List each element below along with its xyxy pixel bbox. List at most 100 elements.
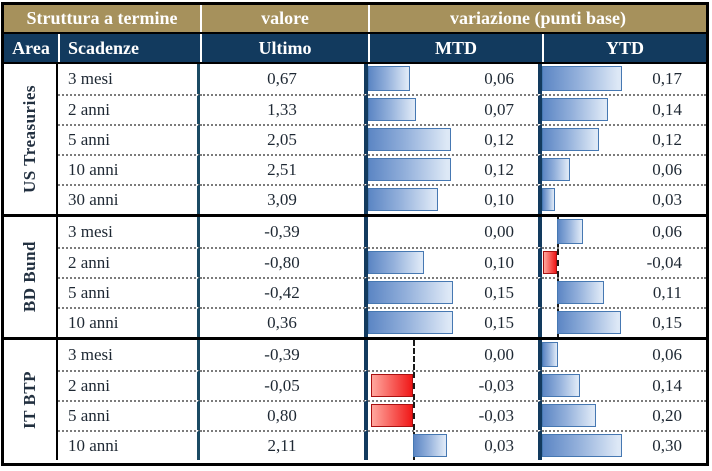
blue-data-bar bbox=[542, 342, 559, 367]
scadenza-cell: 10 anni bbox=[58, 430, 200, 460]
ytd-cell: 0,03 bbox=[542, 184, 706, 214]
mtd-value: 0,03 bbox=[484, 436, 514, 455]
area-label: US Treasuries bbox=[20, 84, 39, 194]
ultimo-cell: -0,39 bbox=[200, 340, 368, 370]
scadenza-cell: 5 anni bbox=[58, 277, 200, 307]
mtd-value: 0,12 bbox=[484, 130, 514, 149]
mtd-cell: 0,06 bbox=[368, 64, 542, 94]
section-bd-bund: BD Bund 3 mesi -0,39 0,00 0,06 2 anni -0… bbox=[4, 214, 706, 337]
blue-data-bar bbox=[542, 128, 600, 151]
term-structure-table: Struttura a termine valore variazione (p… bbox=[1, 2, 709, 466]
ytd-value: 0,11 bbox=[652, 283, 682, 302]
scadenza-cell: 2 anni bbox=[58, 94, 200, 124]
ytd-value: 0,20 bbox=[652, 406, 682, 425]
ytd-value: 0,03 bbox=[652, 190, 682, 209]
header-group-row: Struttura a termine valore variazione (p… bbox=[4, 5, 706, 34]
ultimo-cell: 0,36 bbox=[200, 307, 368, 337]
mtd-cell: 0,00 bbox=[368, 217, 542, 247]
red-data-bar bbox=[371, 374, 414, 397]
ytd-value: 0,06 bbox=[652, 222, 682, 241]
scadenza-cell: 30 anni bbox=[58, 184, 200, 214]
ytd-cell: 0,15 bbox=[542, 307, 706, 337]
ultimo-cell: -0,42 bbox=[200, 277, 368, 307]
ytd-cell: 0,14 bbox=[542, 94, 706, 124]
mtd-value: 0,07 bbox=[484, 100, 514, 119]
blue-data-bar bbox=[368, 66, 410, 91]
blue-data-bar bbox=[542, 374, 580, 397]
mtd-cell: -0,03 bbox=[368, 370, 542, 400]
scadenza-cell: 2 anni bbox=[58, 247, 200, 277]
ultimo-cell: -0,39 bbox=[200, 217, 368, 247]
column-header-mtd: MTD bbox=[368, 34, 542, 62]
mtd-cell: 0,10 bbox=[368, 247, 542, 277]
ultimo-cell: 2,05 bbox=[200, 124, 368, 154]
ytd-cell: 0,11 bbox=[542, 277, 706, 307]
ytd-cell: 0,12 bbox=[542, 124, 706, 154]
mtd-value: 0,06 bbox=[484, 69, 514, 88]
area-label: IT BTP bbox=[20, 371, 39, 429]
ultimo-cell: -0,05 bbox=[200, 370, 368, 400]
header-valore: valore bbox=[200, 5, 368, 32]
blue-data-bar bbox=[542, 98, 608, 121]
ytd-value: -0,04 bbox=[646, 253, 682, 272]
area-label: BD Bund bbox=[20, 241, 39, 313]
mtd-cell: 0,15 bbox=[368, 277, 542, 307]
mtd-value: -0,03 bbox=[478, 406, 514, 425]
blue-data-bar bbox=[368, 128, 452, 151]
scadenza-cell: 5 anni bbox=[58, 124, 200, 154]
mtd-value: 0,10 bbox=[484, 190, 514, 209]
blue-data-bar bbox=[542, 66, 623, 91]
mtd-value: 0,00 bbox=[484, 222, 514, 241]
blue-data-bar bbox=[368, 188, 438, 211]
zero-axis-line bbox=[413, 402, 416, 430]
blue-data-bar bbox=[542, 434, 623, 457]
header-struttura: Struttura a termine bbox=[26, 8, 178, 28]
header-column-row: Area Scadenze Ultimo MTD YTD bbox=[4, 34, 706, 64]
blue-data-bar bbox=[413, 434, 448, 457]
blue-data-bar bbox=[542, 188, 556, 211]
ytd-value: 0,06 bbox=[652, 345, 682, 364]
mtd-value: 0,00 bbox=[484, 345, 514, 364]
column-header-scadenze: Scadenze bbox=[58, 34, 200, 62]
ytd-value: 0,14 bbox=[652, 100, 682, 119]
scadenza-cell: 10 anni bbox=[58, 307, 200, 337]
ytd-value: 0,15 bbox=[652, 313, 682, 332]
ytd-cell: 0,14 bbox=[542, 370, 706, 400]
mtd-value: 0,10 bbox=[484, 253, 514, 272]
mtd-value: 0,12 bbox=[484, 160, 514, 179]
ultimo-cell: -0,80 bbox=[200, 247, 368, 277]
area-cell-it-btp: IT BTP bbox=[4, 340, 58, 460]
blue-data-bar bbox=[368, 158, 452, 181]
mtd-value: 0,15 bbox=[484, 313, 514, 332]
ytd-value: 0,06 bbox=[652, 160, 682, 179]
scadenza-cell: 3 mesi bbox=[58, 217, 200, 247]
zero-axis-line bbox=[556, 249, 559, 277]
blue-data-bar bbox=[556, 281, 605, 304]
scadenza-cell: 5 anni bbox=[58, 400, 200, 430]
mtd-cell: 0,00 bbox=[368, 340, 542, 370]
ultimo-cell: 0,80 bbox=[200, 400, 368, 430]
mtd-value: 0,15 bbox=[484, 283, 514, 302]
ytd-cell: 0,06 bbox=[542, 217, 706, 247]
scadenza-cell: 3 mesi bbox=[58, 64, 200, 94]
red-data-bar bbox=[371, 404, 414, 427]
ytd-value: 0,30 bbox=[652, 436, 682, 455]
mtd-cell: 0,12 bbox=[368, 124, 542, 154]
scadenza-cell: 3 mesi bbox=[58, 340, 200, 370]
column-header-ytd: YTD bbox=[542, 34, 706, 62]
mtd-cell: 0,12 bbox=[368, 154, 542, 184]
area-cell-bd-bund: BD Bund bbox=[4, 217, 58, 337]
zero-axis-line bbox=[413, 340, 416, 370]
ytd-cell: 0,20 bbox=[542, 400, 706, 430]
section-us-treasuries: US Treasuries 3 mesi 0,67 0,06 0,17 2 an… bbox=[4, 64, 706, 214]
mtd-cell: 0,15 bbox=[368, 307, 542, 337]
header-variazione: variazione (punti base) bbox=[368, 5, 706, 32]
ytd-cell: 0,30 bbox=[542, 430, 706, 460]
blue-data-bar bbox=[556, 219, 583, 244]
blue-data-bar bbox=[542, 404, 597, 427]
ytd-cell: 0,17 bbox=[542, 64, 706, 94]
blue-data-bar bbox=[368, 311, 453, 334]
ultimo-cell: 1,33 bbox=[200, 94, 368, 124]
blue-data-bar bbox=[556, 311, 621, 334]
mtd-cell: 0,07 bbox=[368, 94, 542, 124]
